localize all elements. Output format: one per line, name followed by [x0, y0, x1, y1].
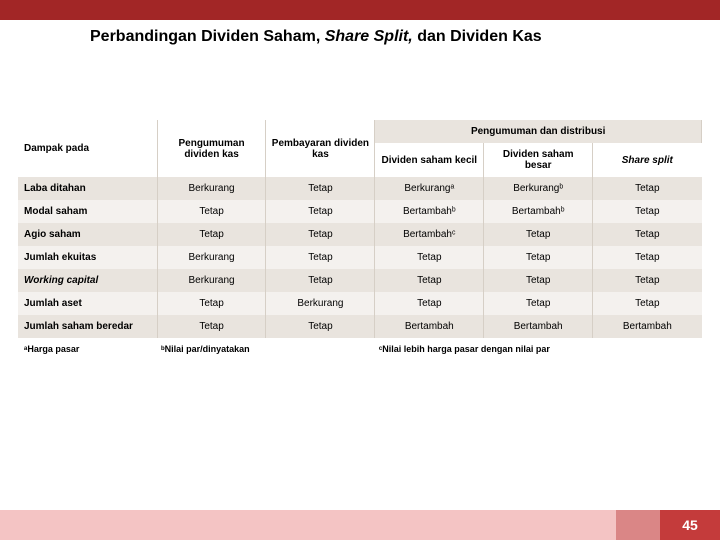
cell: Bertambah [593, 315, 702, 338]
bottom-bar-mid [616, 510, 660, 540]
table-row: Laba ditahan Berkurang Tetap Berkurangᵃ … [18, 177, 702, 200]
cell: Tetap [593, 200, 702, 223]
cell: Tetap [157, 223, 266, 246]
cell: Tetap [593, 292, 702, 315]
fn-c-text: Nilai lebih harga pasar dengan nilai par [382, 344, 550, 354]
cell: Tetap [375, 269, 484, 292]
cell: Bertambah [484, 315, 593, 338]
cell: Berkurang [157, 246, 266, 269]
cell: Tetap [375, 246, 484, 269]
cell: Bertambahᵇ [375, 200, 484, 223]
cell: Berkurang [157, 269, 266, 292]
row-label: Jumlah saham beredar [18, 315, 157, 338]
cell: Berkurang [157, 177, 266, 200]
cell: Tetap [484, 269, 593, 292]
hdr-pay-cash: Pembayaran dividen kas [266, 120, 375, 177]
row-label: Modal saham [18, 200, 157, 223]
cell: Tetap [593, 269, 702, 292]
table-row: Working capital Berkurang Tetap Tetap Te… [18, 269, 702, 292]
title-part-a: Perbandingan Dividen Saham, [90, 28, 325, 45]
title-part-c: dan Dividen Kas [413, 28, 542, 45]
bottom-bar-left [0, 510, 616, 540]
footnote-a: ᵃHarga pasar [18, 338, 157, 360]
header-row-1: Dampak pada Pengumuman dividen kas Pemba… [18, 120, 702, 143]
fn-a-text: Harga pasar [27, 344, 79, 354]
cell: Tetap [157, 315, 266, 338]
hdr-large-stock: Dividen saham besar [484, 143, 593, 177]
hdr-small-stock: Dividen saham kecil [375, 143, 484, 177]
row-label: Laba ditahan [18, 177, 157, 200]
fn-b-text: Nilai par/dinyatakan [165, 344, 250, 354]
row-label: Jumlah ekuitas [18, 246, 157, 269]
bottom-bar: 45 [0, 510, 720, 540]
hdr-distribution: Pengumuman dan distribusi [375, 120, 702, 143]
cell: Tetap [157, 292, 266, 315]
cell: Tetap [484, 292, 593, 315]
cell: Tetap [266, 246, 375, 269]
title-part-b: Share Split, [325, 28, 413, 45]
cell: Berkurangᵃ [375, 177, 484, 200]
hdr-announce-cash: Pengumuman dividen kas [157, 120, 266, 177]
footnote-row: ᵃHarga pasar ᵇNilai par/dinyatakan ᶜNila… [18, 338, 702, 360]
cell: Tetap [266, 269, 375, 292]
cell: Tetap [375, 292, 484, 315]
hdr-share-split: Share split [593, 143, 702, 177]
cell: Tetap [266, 177, 375, 200]
accent-top-bar [0, 0, 720, 20]
table-row: Jumlah saham beredar Tetap Tetap Bertamb… [18, 315, 702, 338]
cell: Tetap [484, 223, 593, 246]
cell: Tetap [157, 200, 266, 223]
cell: Bertambah [375, 315, 484, 338]
table-row: Jumlah aset Tetap Berkurang Tetap Tetap … [18, 292, 702, 315]
cell: Berkurangᵇ [484, 177, 593, 200]
cell: Tetap [266, 315, 375, 338]
footnote-c: ᶜNilai lebih harga pasar dengan nilai pa… [375, 338, 702, 360]
comparison-table-container: Dampak pada Pengumuman dividen kas Pemba… [18, 120, 702, 360]
cell: Berkurang [266, 292, 375, 315]
cell: Tetap [266, 223, 375, 246]
cell: Bertambahᶜ [375, 223, 484, 246]
row-label: Agio saham [18, 223, 157, 246]
cell: Tetap [266, 200, 375, 223]
cell: Tetap [593, 246, 702, 269]
footnote-b: ᵇNilai par/dinyatakan [157, 338, 375, 360]
cell: Tetap [593, 177, 702, 200]
cell: Tetap [484, 246, 593, 269]
comparison-table: Dampak pada Pengumuman dividen kas Pemba… [18, 120, 702, 360]
table-row: Agio saham Tetap Tetap Bertambahᶜ Tetap … [18, 223, 702, 246]
row-label: Working capital [18, 269, 157, 292]
cell: Bertambahᵇ [484, 200, 593, 223]
slide-title: Perbandingan Dividen Saham, Share Split,… [0, 20, 720, 50]
cell: Tetap [593, 223, 702, 246]
page-number: 45 [660, 510, 720, 540]
row-label: Jumlah aset [18, 292, 157, 315]
table-row: Modal saham Tetap Tetap Bertambahᵇ Berta… [18, 200, 702, 223]
table-row: Jumlah ekuitas Berkurang Tetap Tetap Tet… [18, 246, 702, 269]
hdr-impact: Dampak pada [18, 120, 157, 177]
